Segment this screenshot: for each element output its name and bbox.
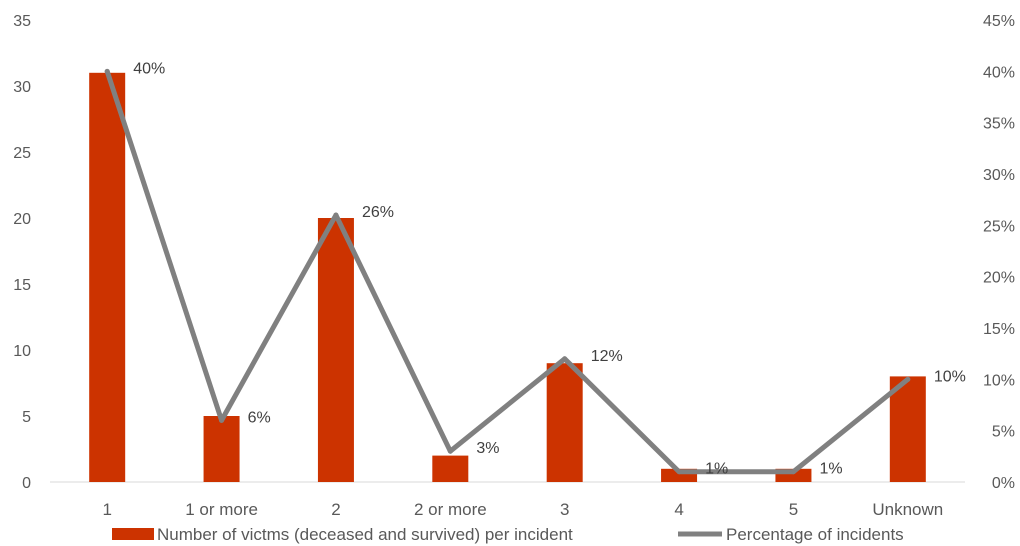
- right-axis-tick-label: 10%: [983, 372, 1015, 389]
- right-axis-tick-label: 40%: [983, 64, 1015, 81]
- right-axis-tick-label: 45%: [983, 13, 1015, 30]
- left-axis-tick-label: 35: [13, 13, 31, 30]
- line-data-label: 26%: [362, 204, 394, 221]
- right-axis-tick-label: 15%: [983, 321, 1015, 338]
- line-data-label: 3%: [476, 440, 499, 457]
- legend-swatch-bars: [112, 528, 154, 540]
- right-axis-tick-label: 25%: [983, 218, 1015, 235]
- x-axis-tick-label: 5: [789, 500, 798, 519]
- legend-label-line: Percentage of incidents: [726, 525, 904, 544]
- line-point-7: [790, 469, 796, 475]
- right-axis-tick-label: 35%: [983, 116, 1015, 133]
- bar-4: [432, 455, 469, 482]
- line-data-label: 6%: [248, 409, 271, 426]
- line-point-8: [905, 376, 911, 382]
- line-point-5: [562, 356, 568, 362]
- left-axis-tick-label: 5: [22, 409, 31, 426]
- data-labels: 40% 6% 26% 3% 12% 1% 1% 10%: [133, 60, 966, 477]
- line-point-2: [219, 417, 225, 423]
- line-data-label: 1%: [705, 461, 728, 478]
- left-axis-tick-label: 0: [22, 475, 31, 492]
- line-series: [104, 68, 911, 475]
- x-axis-tick-label: Unknown: [872, 500, 943, 519]
- right-y-axis: 0% 5% 10% 15% 20% 25% 30% 35% 40% 45%: [983, 13, 1015, 492]
- bar-8: [889, 376, 926, 482]
- line-data-label: 40%: [133, 60, 165, 77]
- bar-1: [89, 72, 126, 483]
- x-axis-tick-label: 2: [331, 500, 340, 519]
- left-axis-tick-label: 25: [13, 145, 31, 162]
- line-data-label: 12%: [591, 348, 623, 365]
- legend-label-bars: Number of victms (deceased and survived)…: [157, 525, 573, 544]
- right-axis-tick-label: 0%: [992, 475, 1015, 492]
- x-axis-tick-label: 1 or more: [185, 500, 258, 519]
- left-axis-tick-label: 30: [13, 79, 31, 96]
- left-y-axis: 0 5 10 15 20 25 30 35: [13, 13, 31, 492]
- percentage-line: [104, 68, 911, 475]
- bar-3: [317, 218, 354, 482]
- line-point-4: [447, 448, 453, 454]
- bar-series: [89, 72, 926, 483]
- left-axis-tick-label: 20: [13, 211, 31, 228]
- right-axis-tick-label: 5%: [992, 424, 1015, 441]
- bar-5: [546, 363, 583, 482]
- legend: Number of victms (deceased and survived)…: [112, 525, 904, 544]
- left-axis-tick-label: 15: [13, 277, 31, 294]
- left-axis-tick-label: 10: [13, 343, 31, 360]
- line-point-3: [333, 212, 339, 218]
- line-data-label: 10%: [934, 368, 966, 385]
- x-axis-tick-label: 4: [674, 500, 683, 519]
- x-axis-tick-label: 2 or more: [414, 500, 487, 519]
- line-point-1: [104, 68, 110, 74]
- line-point-6: [676, 469, 682, 475]
- right-axis-tick-label: 30%: [983, 167, 1015, 184]
- bar-2: [203, 416, 240, 482]
- line-data-label: 1%: [819, 461, 842, 478]
- x-axis-tick-label: 3: [560, 500, 569, 519]
- x-axis-tick-labels: 1 1 or more 2 2 or more 3 4 5 Unknown: [102, 500, 943, 519]
- right-axis-tick-label: 20%: [983, 270, 1015, 287]
- x-axis-tick-label: 1: [102, 500, 111, 519]
